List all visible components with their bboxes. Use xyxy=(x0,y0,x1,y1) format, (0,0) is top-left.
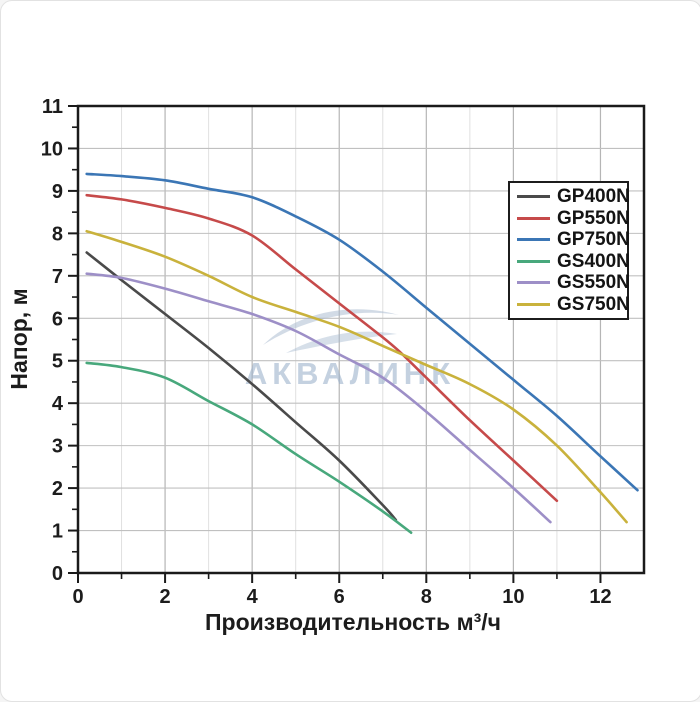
legend-line-swatch xyxy=(517,238,550,242)
y-tick-label: 9 xyxy=(52,181,63,203)
legend-entry-GS550N: GS550N xyxy=(517,273,630,292)
series-curve-GP400N xyxy=(85,251,398,522)
y-tick-label: 7 xyxy=(52,266,63,288)
y-tick-label: 11 xyxy=(42,96,63,118)
series-curve-GS400N xyxy=(85,361,413,534)
legend-line-swatch xyxy=(517,216,550,220)
y-tick-label: 8 xyxy=(52,223,63,245)
legend-entry-GS750N: GS750N xyxy=(517,295,630,314)
x-tick-label: 6 xyxy=(334,586,345,608)
y-tick-label: 10 xyxy=(41,138,63,160)
y-tick-label: 4 xyxy=(52,393,64,415)
y-tick-label: 2 xyxy=(52,478,63,500)
series-curve-GS550N xyxy=(85,272,552,524)
legend-entry-GP400N: GP400N xyxy=(517,187,630,206)
legend-label: GS550N xyxy=(557,272,630,294)
legend-entry-GS400N: GS400N xyxy=(517,252,630,271)
series-curve-GS750N xyxy=(85,229,628,524)
legend-label: GP400N xyxy=(557,186,630,208)
legend-line-swatch xyxy=(517,302,550,306)
axes-frame xyxy=(76,104,646,575)
y-axis-label: Напор, м xyxy=(6,288,32,389)
watermark-wave-icon xyxy=(263,309,399,345)
legend-line-swatch xyxy=(517,281,550,285)
x-tick-label: 0 xyxy=(72,586,83,608)
y-tick-label: 5 xyxy=(52,351,63,373)
series-curve-GP750N xyxy=(85,172,639,492)
x-tick-label: 12 xyxy=(589,586,611,608)
legend-label: GS750N xyxy=(557,293,630,315)
gridlines xyxy=(78,106,644,573)
legend-line-swatch xyxy=(517,259,550,263)
y-tick-label: 1 xyxy=(52,521,63,543)
x-tick-label: 2 xyxy=(160,586,171,608)
x-tick-label: 4 xyxy=(247,586,259,608)
legend-label: GP550N xyxy=(557,207,630,229)
legend: GP400N GP550N GP750N GS400N GS550N GS750N xyxy=(508,181,630,320)
y-tick-label: 3 xyxy=(52,436,63,458)
plot-frame xyxy=(76,104,646,575)
x-tick-label: 8 xyxy=(421,586,432,608)
axis-ticks xyxy=(68,105,602,583)
legend-entry-GP750N: GP750N xyxy=(517,230,630,249)
series-curve-GP550N xyxy=(85,193,559,503)
legend-line-swatch xyxy=(517,195,550,199)
legend-label: GS400N xyxy=(557,250,630,272)
y-tick-label: 6 xyxy=(52,308,63,330)
x-axis-label: Производительность м³/ч xyxy=(205,609,501,635)
x-tick-label: 10 xyxy=(502,586,524,608)
watermark-wave-icon xyxy=(286,331,397,353)
legend-label: GP750N xyxy=(557,229,630,251)
legend-entry-GP550N: GP550N xyxy=(517,209,630,228)
series-curves xyxy=(85,172,639,534)
y-tick-label: 0 xyxy=(52,563,63,585)
